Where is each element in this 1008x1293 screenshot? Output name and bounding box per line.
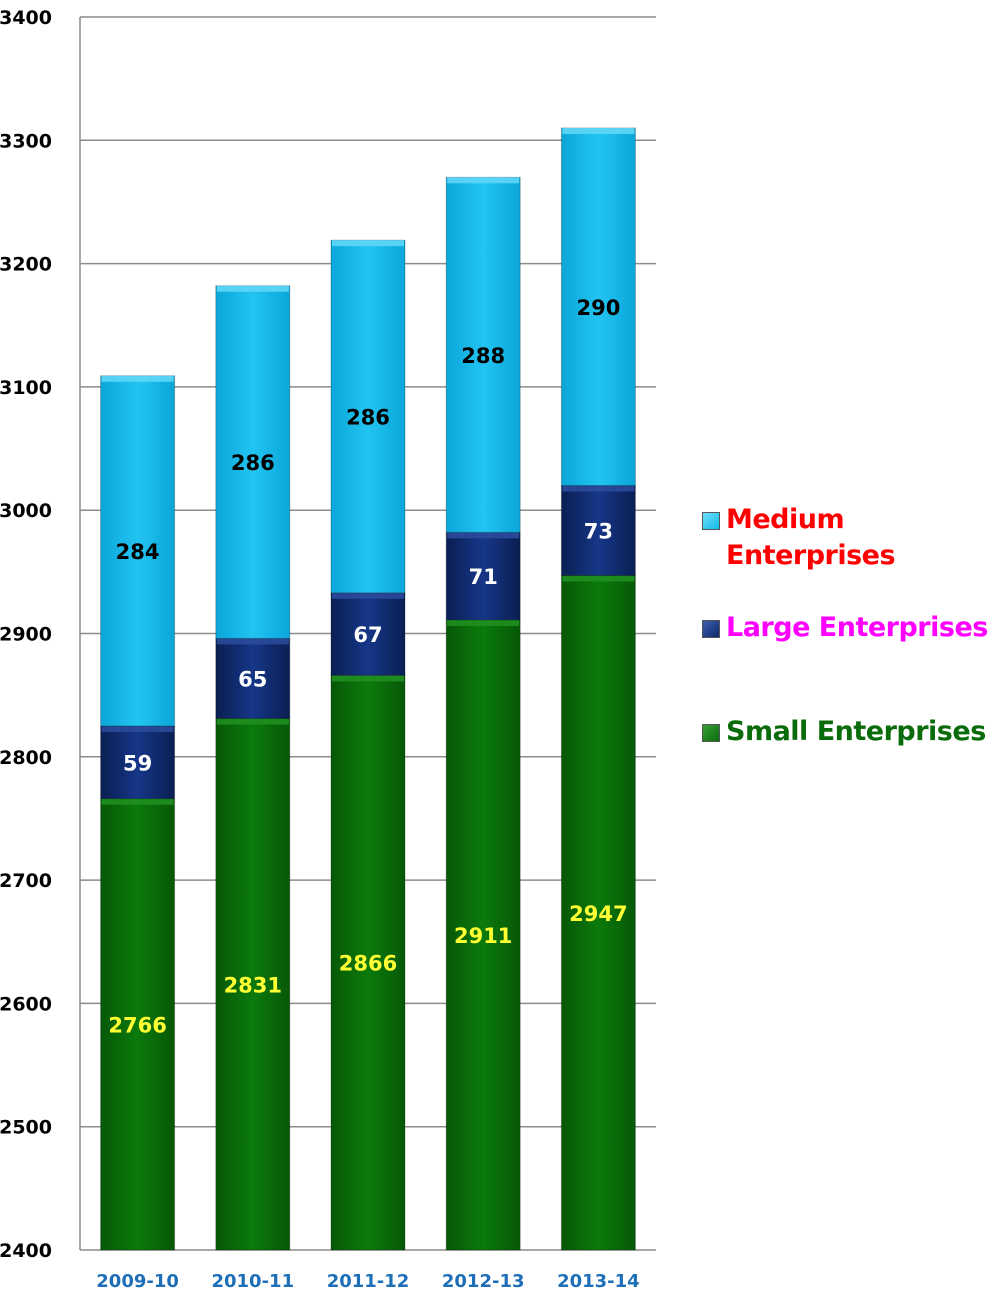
legend-item-large: Large Enterprises: [702, 610, 988, 646]
x-tick-label: 2009-10: [96, 1271, 179, 1292]
data-label-large: 59: [123, 751, 152, 775]
bar-cap-medium: [332, 240, 404, 247]
x-tick-label: 2010-11: [211, 1271, 294, 1292]
legend-label-large: Large Enterprises: [726, 612, 988, 643]
y-tick-label: 3300: [0, 130, 52, 152]
y-tick-label: 2500: [0, 1117, 52, 1139]
y-tick-label: 2800: [0, 747, 52, 769]
bar-cap-large: [562, 485, 635, 492]
bar-segment-small: [560, 575, 636, 1251]
data-label-small: 2911: [454, 924, 512, 948]
bar-segment-medium: [445, 176, 521, 533]
data-label-small: 2947: [569, 902, 627, 926]
data-label-large: 73: [584, 520, 613, 544]
bar-cap-large: [216, 638, 289, 645]
bar-cap-medium: [447, 177, 520, 184]
y-tick-label: 2700: [0, 870, 52, 892]
bar-cap-medium: [101, 375, 174, 382]
x-tick-label: 2012-13: [442, 1271, 525, 1292]
bar-cap-medium: [216, 285, 289, 292]
bar-segment-medium: [560, 127, 636, 487]
data-label-large: 65: [238, 668, 267, 692]
data-label-small: 2831: [224, 973, 282, 997]
bar-segment-large: [215, 637, 291, 720]
y-tick-label: 3100: [0, 377, 52, 399]
bar-cap-small: [562, 575, 635, 582]
bar-cap-small: [216, 718, 289, 725]
bar-segment-large: [330, 592, 406, 676]
data-label-large: 67: [353, 623, 382, 647]
bar-cap-small: [447, 619, 520, 626]
y-tick-label: 3400: [0, 7, 52, 29]
bar-segment-small: [330, 674, 406, 1251]
data-label-medium: 286: [231, 451, 275, 475]
data-label-large: 71: [469, 565, 498, 589]
data-label-medium: 284: [116, 540, 160, 564]
bar-cap-medium: [562, 127, 635, 134]
data-label-small: 2866: [339, 952, 397, 976]
bar-cap-small: [332, 675, 404, 682]
y-tick-label: 2400: [0, 1240, 52, 1262]
y-tick-label: 3200: [0, 254, 52, 276]
legend-item-medium: Medium Enterprises: [702, 502, 926, 574]
bar-segment-small: [100, 798, 176, 1251]
data-label-small: 2766: [108, 1013, 166, 1037]
data-label-medium: 290: [576, 296, 620, 320]
bar-cap-large: [101, 725, 174, 732]
y-tick-label: 3000: [0, 500, 52, 522]
square-swatch-icon: [702, 620, 720, 638]
data-label-medium: 288: [461, 344, 505, 368]
bar-cap-large: [447, 532, 520, 539]
x-tick-label: 2011-12: [327, 1271, 410, 1292]
legend-label-small: Small Enterprises: [726, 716, 986, 747]
y-tick-label: 2600: [0, 993, 52, 1015]
y-tick-label: 2900: [0, 624, 52, 646]
bar-segment-medium: [215, 285, 291, 639]
square-swatch-icon: [702, 512, 720, 530]
bar-segment-large: [560, 485, 636, 577]
bar-cap-small: [101, 798, 174, 805]
bar-segment-large: [445, 531, 521, 621]
x-tick-label: 2013-14: [557, 1271, 640, 1292]
legend-item-small: Small Enterprises: [702, 714, 986, 750]
square-swatch-icon: [702, 724, 720, 742]
bar-segment-small: [445, 619, 521, 1251]
data-label-medium: 286: [346, 405, 390, 429]
legend-label-medium: Medium Enterprises: [726, 504, 896, 571]
bar-cap-large: [332, 592, 404, 599]
